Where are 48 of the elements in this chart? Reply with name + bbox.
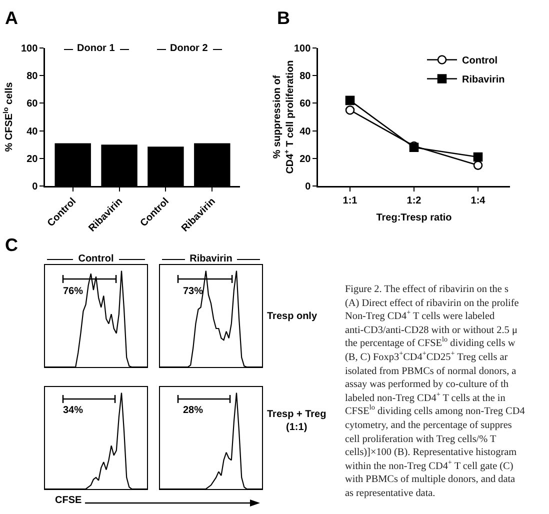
text: assay was performed by co-culture of th xyxy=(345,378,510,392)
text: cytometry, and the percentage of suppres xyxy=(345,418,513,433)
text: CFSE$^{lo}$ dividing cells among non-Treg CD4 xyxy=(345,404,526,419)
annotation: Donor 2 xyxy=(170,43,208,54)
y-tick-label: 40 xyxy=(26,126,38,138)
y-tick-label: 60 xyxy=(26,98,38,110)
chart-title: Control xyxy=(78,254,114,264)
annotation: 76% xyxy=(63,286,84,297)
text: the percentage of CFSE$^{lo}$ dividing cells w xyxy=(345,336,516,351)
text: Tresp + Treg (1:1) xyxy=(267,409,326,433)
text: B xyxy=(277,8,290,28)
text: with PBMCs of multiple donors, and data xyxy=(345,473,516,487)
text: within the non-Treg CD4$^{+}$ T cell gate (C) xyxy=(345,458,514,474)
y-tick-label: 0 xyxy=(32,182,38,192)
legend-label: Control xyxy=(462,56,498,67)
text: (A) Direct effect of ribavirin on the prolife xyxy=(345,296,520,310)
annotation: 34% xyxy=(63,405,84,416)
text: cells)]×100 (B). Representative histogram xyxy=(345,446,518,460)
text: A xyxy=(5,8,18,28)
annotation: 73% xyxy=(183,286,204,297)
y-tick-label: 100 xyxy=(294,44,312,54)
annotation: 28% xyxy=(183,405,204,416)
x-tick-label: 1:2 xyxy=(406,195,422,206)
y-tick-label: 80 xyxy=(26,71,38,82)
y-tick-label: 80 xyxy=(300,71,312,82)
y-tick-label: 40 xyxy=(300,126,312,138)
text: (B, C) Foxp3$^{+}$CD4$^{+}$CD25$^{+}$ Treg cells ar xyxy=(345,350,509,365)
caption: Figure 2. The effect of ribavirin on the s xyxy=(345,283,510,297)
y-tick-label: 0 xyxy=(305,182,312,192)
x-axis-title: Treg:Tresp ratio xyxy=(376,212,452,224)
legend-label: Ribavirin xyxy=(462,74,505,86)
text: isolated from PBMCs of normal donors, a xyxy=(345,364,518,378)
text: as representative data. xyxy=(345,486,436,500)
text: labeled non-Treg CD4$^{+}$ T cells at the in xyxy=(345,390,506,404)
text: cell proliferation with Treg cells/% T xyxy=(345,432,498,446)
chart-title: Ribavirin xyxy=(190,254,232,264)
y-tick-label: 20 xyxy=(300,154,312,165)
y-tick-label: 60 xyxy=(300,98,312,110)
x-tick-label: 1:1 xyxy=(342,195,358,206)
x-axis-title: CFSE xyxy=(55,495,82,506)
text: Tresp only xyxy=(267,311,318,322)
text: Non-Treg CD4$^{+}$ T cells were labeled xyxy=(345,308,496,324)
annotation: Donor 1 xyxy=(77,43,116,54)
x-tick-label: 1:4 xyxy=(470,195,486,206)
y-tick-label: 20 xyxy=(26,154,38,165)
text: anti-CD3/anti-CD28 with or without 2.5 μ xyxy=(345,324,518,336)
text: C xyxy=(5,235,18,255)
y-tick-label: 100 xyxy=(21,44,38,54)
